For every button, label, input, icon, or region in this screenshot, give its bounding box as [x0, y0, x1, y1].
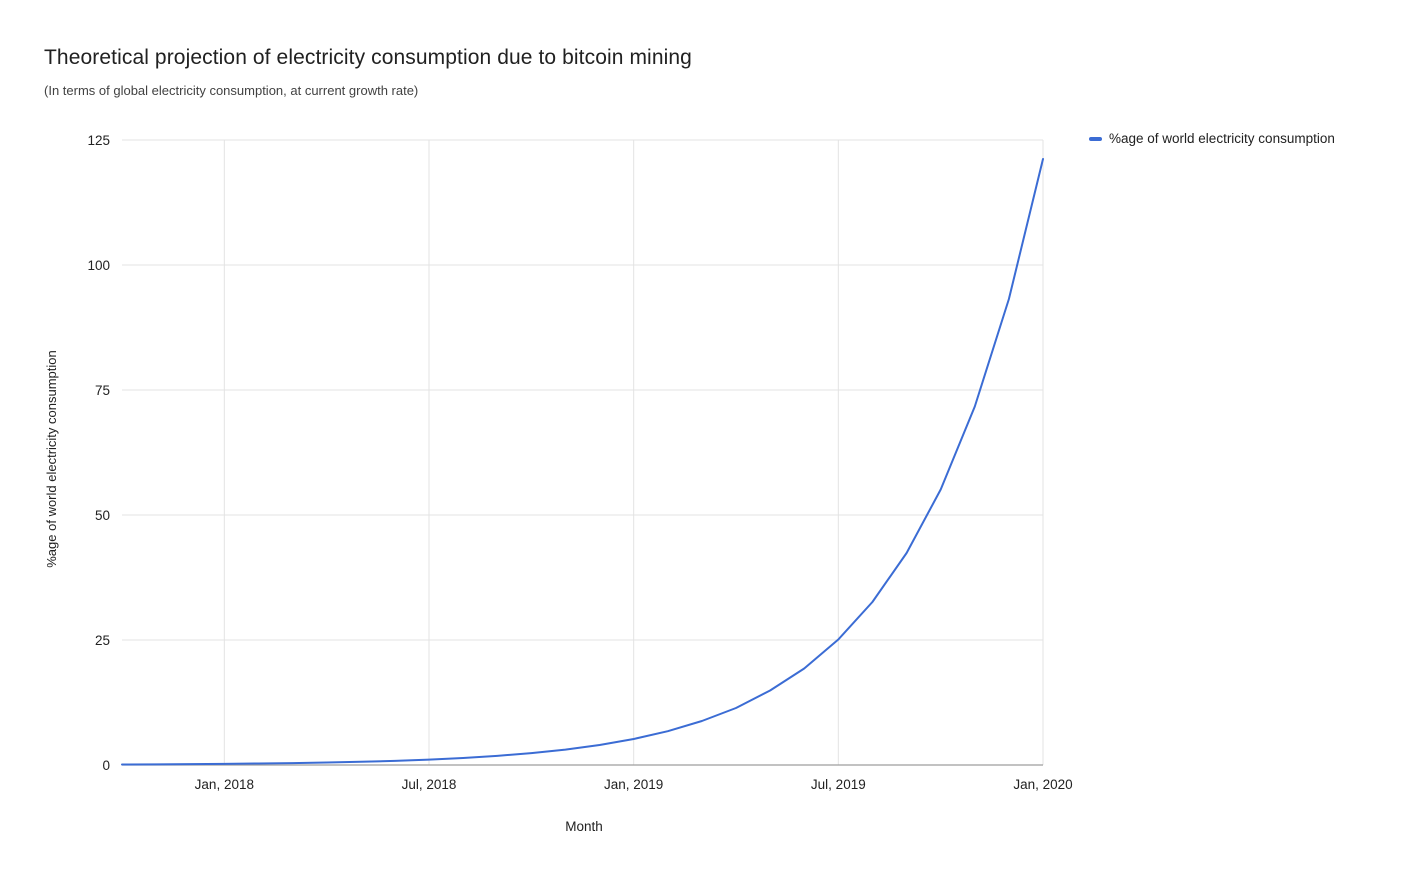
x-tick-label: Jan, 2020	[1013, 777, 1072, 792]
y-tick-label: 25	[95, 633, 110, 648]
y-tick-label: 75	[95, 383, 110, 398]
legend-series-label: %age of world electricity consumption	[1109, 131, 1335, 146]
x-axis-title: Month	[565, 819, 603, 834]
x-tick-label: Jul, 2018	[402, 777, 457, 792]
chart-subtitle: (In terms of global electricity consumpt…	[44, 83, 419, 98]
x-tick-label: Jul, 2019	[811, 777, 866, 792]
legend-line-swatch	[1089, 136, 1102, 141]
chart-title: Theoretical projection of electricity co…	[44, 46, 692, 69]
y-tick-label: 100	[87, 258, 110, 273]
x-tick-label: Jan, 2018	[195, 777, 254, 792]
y-tick-label: 50	[95, 508, 110, 523]
x-tick-label: Jan, 2019	[604, 777, 663, 792]
legend: %age of world electricity consumption	[1089, 131, 1335, 146]
y-tick-label: 0	[102, 758, 110, 773]
series-line	[121, 158, 1044, 766]
y-tick-label: 125	[87, 133, 110, 148]
